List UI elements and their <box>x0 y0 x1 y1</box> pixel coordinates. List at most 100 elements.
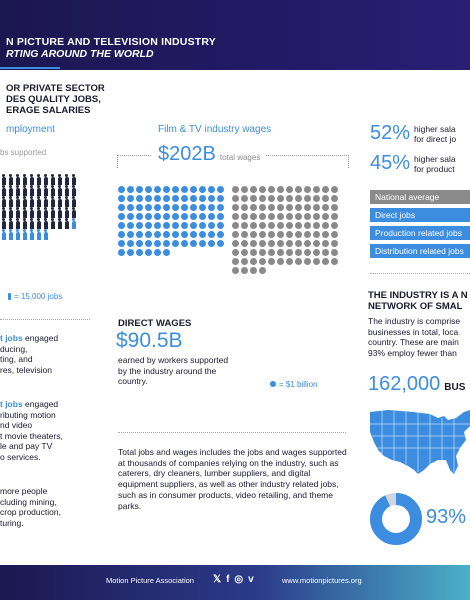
wage-dot <box>154 249 161 256</box>
wage-dot <box>118 222 125 229</box>
wage-dot <box>259 258 266 265</box>
wage-dot <box>259 222 266 229</box>
person-icon <box>22 173 27 185</box>
para-line: crop production, <box>0 507 61 517</box>
wage-dot <box>172 222 179 229</box>
wage-dot <box>118 231 125 238</box>
wage-dot <box>118 204 125 211</box>
header-subtitle: RTING AROUND THE WORLD <box>6 48 154 60</box>
right-divider <box>370 273 470 274</box>
direct-wages-dots <box>117 185 232 257</box>
wage-dot <box>295 231 302 238</box>
wage-dot <box>295 204 302 211</box>
x-icon[interactable]: 𝕏 <box>213 574 222 585</box>
person-icon <box>8 228 13 240</box>
wage-dot <box>145 204 152 211</box>
wage-dot <box>268 204 275 211</box>
wage-dot <box>277 258 284 265</box>
wage-dot <box>232 240 239 247</box>
stat-direct-salaries: 52% higher sala for direct jo <box>370 122 456 145</box>
wage-dot <box>232 222 239 229</box>
wage-dot <box>322 204 329 211</box>
bar-distribution-jobs: Distribution related jobs <box>370 244 470 258</box>
wage-dot <box>268 186 275 193</box>
person-icon <box>1 173 6 185</box>
person-icon <box>1 184 6 196</box>
person-icon <box>64 195 69 207</box>
wage-dot <box>331 186 338 193</box>
wage-dot <box>136 186 143 193</box>
footer-url[interactable]: www.motionpictures.org <box>282 576 362 585</box>
person-icon <box>57 173 62 185</box>
wage-dot <box>232 267 239 274</box>
facebook-icon[interactable]: f <box>226 574 230 585</box>
wage-dot <box>331 258 338 265</box>
wage-dot <box>172 204 179 211</box>
heading-line: THE INDUSTRY IS A N <box>368 290 468 301</box>
wage-dot <box>154 213 161 220</box>
wage-dot <box>154 186 161 193</box>
wage-dot <box>250 231 257 238</box>
wage-dot <box>313 204 320 211</box>
wage-dot <box>190 195 197 202</box>
person-icon <box>36 184 41 196</box>
wage-dot <box>259 213 266 220</box>
footer-org: Motion Picture Association <box>106 576 194 585</box>
wage-dot <box>331 231 338 238</box>
wage-dot <box>190 222 197 229</box>
wage-dot <box>217 240 224 247</box>
wage-dot <box>331 249 338 256</box>
wage-dot <box>232 186 239 193</box>
wage-dot <box>163 240 170 247</box>
wage-dot <box>232 258 239 265</box>
wage-dot <box>181 240 188 247</box>
person-icon <box>8 293 11 300</box>
person-icon <box>22 184 27 196</box>
person-icon <box>8 195 13 207</box>
person-icon <box>57 217 62 229</box>
wage-dot <box>154 240 161 247</box>
person-icon <box>57 184 62 196</box>
person-icon <box>15 206 20 218</box>
wage-dot <box>217 222 224 229</box>
wage-dot <box>163 249 170 256</box>
person-icon <box>36 206 41 218</box>
para-line: ducing, <box>0 343 28 354</box>
wage-dot <box>331 222 338 229</box>
wage-dot <box>304 222 311 229</box>
total-jobs-paragraph: Total jobs and wages includes the jobs a… <box>118 447 347 511</box>
stat-line: for direct jo <box>414 134 457 144</box>
left-heading-line: OR PRIVATE SECTOR <box>6 83 105 94</box>
wage-dot <box>217 195 224 202</box>
other-jobs-paragraph: more people cluding mining, crop product… <box>0 486 100 528</box>
wage-dot <box>145 222 152 229</box>
instagram-icon[interactable]: ◎ <box>234 574 244 585</box>
person-icon <box>64 173 69 185</box>
wage-dot <box>232 204 239 211</box>
person-icon <box>71 184 76 196</box>
vimeo-icon[interactable]: v <box>248 574 254 585</box>
left-heading-line: DES QUALITY JOBS, <box>6 94 101 105</box>
wage-dot <box>118 249 125 256</box>
wage-dot <box>127 213 134 220</box>
wage-dot <box>277 222 284 229</box>
wage-dot <box>331 204 338 211</box>
wage-dot <box>268 231 275 238</box>
wage-dot <box>127 231 134 238</box>
wage-dot <box>154 204 161 211</box>
person-legend: = 15,000 jobs <box>8 292 62 301</box>
total-wages-value: $202B <box>158 143 216 165</box>
wage-dot <box>250 267 257 274</box>
wage-dot <box>268 222 275 229</box>
wage-dot <box>208 195 215 202</box>
wage-dot <box>118 213 125 220</box>
para-line: ributing motion <box>0 409 56 420</box>
wage-dot <box>217 213 224 220</box>
person-icon <box>57 206 62 218</box>
heading-line: NETWORK OF SMAL <box>368 301 463 312</box>
wage-dot <box>199 231 206 238</box>
person-icon <box>36 228 41 240</box>
person-icon <box>29 206 34 218</box>
wage-dot <box>313 213 320 220</box>
